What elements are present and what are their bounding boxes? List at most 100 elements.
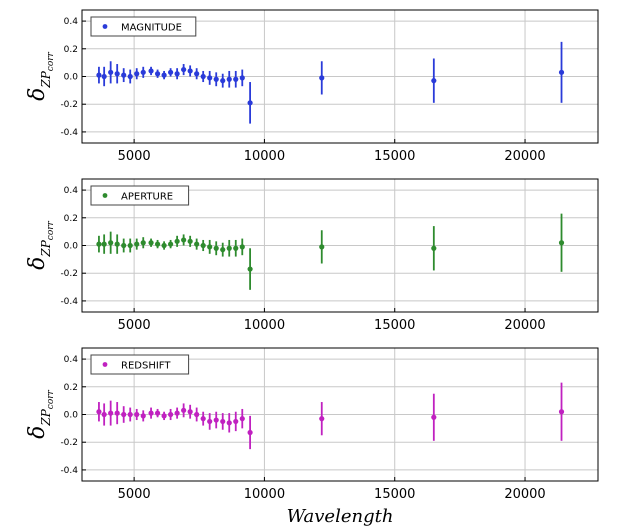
data-point [114,410,120,416]
legend-marker [102,362,108,367]
y-tick-label: -0.4 [60,128,78,138]
data-point [558,409,565,415]
data-point [101,73,107,80]
y-axis-label-main: δ [25,257,50,270]
data-point [148,410,154,416]
y-axis-label-sub: ZP [39,70,53,88]
data-point [127,73,133,80]
data-point [194,241,200,247]
data-point [194,411,200,418]
data-point [233,76,239,82]
x-tick-label: 10000 [244,149,285,164]
data-point [181,407,187,413]
data-point [187,409,193,415]
x-tick-label: 5000 [118,318,151,333]
data-point [200,242,206,249]
data-point [148,240,154,246]
x-tick-label: 5000 [118,487,151,502]
y-tick-label: 0.2 [64,45,78,55]
y-axis-label-subsub: corr [46,51,56,71]
x-tick-label: 15000 [374,149,415,164]
data-point [101,241,107,247]
data-point [239,416,245,422]
data-point [226,420,232,426]
data-point [200,416,206,422]
data-point [319,416,325,422]
legend-box [90,354,190,375]
data-point [114,241,120,247]
data-point [121,411,127,418]
data-point [239,244,245,250]
data-point [140,69,146,75]
y-axis-label-main: δ [25,426,50,439]
data-point [319,75,325,81]
data-point [154,71,161,77]
data-point [101,411,107,418]
data-point [174,238,180,244]
data-point [121,72,127,78]
y-tick-label: 0.2 [64,214,78,224]
data-point [96,72,102,78]
y-tick-label: -0.4 [60,466,78,476]
data-point [161,242,167,249]
data-point [108,69,114,75]
data-point [558,69,565,75]
data-point [233,418,239,425]
data-point [247,100,253,106]
legend-box [90,16,197,37]
data-point [168,69,174,75]
data-point [213,76,219,82]
data-point [154,410,161,416]
data-point [161,413,167,419]
y-axis-label-subsub: corr [46,220,56,240]
y-tick-label: -0.2 [60,269,78,279]
data-point [127,242,133,249]
data-point [114,71,120,77]
x-tick-label: 10000 [244,318,285,333]
data-point [121,242,127,249]
data-point [431,414,437,420]
y-axis-label-sub: ZP [39,239,53,257]
y-axis-label: δZPcorr [25,220,56,269]
data-point [220,418,226,425]
data-point [168,241,174,247]
data-point [247,429,253,436]
data-point [168,411,174,418]
data-point [154,241,161,247]
x-tick-label: 15000 [374,487,415,502]
data-point [239,75,245,81]
y-axis-label-subsub: corr [46,389,56,409]
data-point [207,75,213,81]
data-point [96,409,102,415]
data-point [127,411,133,418]
data-point [213,417,219,423]
data-point [226,76,232,82]
data-point [187,68,193,74]
y-axis-label: δZPcorr [25,51,56,100]
y-tick-label: 0.0 [64,411,79,421]
legend-label: APERTURE [121,192,173,203]
y-tick-label: 0.4 [64,186,79,196]
data-point [174,410,180,416]
y-axis-label-sub: ZP [39,408,53,426]
data-point [108,240,114,246]
data-point [96,241,102,247]
x-tick-label: 10000 [244,487,285,502]
data-point [174,71,180,77]
legend-label: REDSHIFT [121,361,171,372]
data-point [431,78,437,84]
data-point [140,240,146,246]
panel-1: 0.4 0.2 0.0 -0.2 -0.4 5000 10000 15000 20000 MAGN… [25,9,599,164]
y-axis-label-main: δ [25,88,50,101]
y-axis-label: δZPcorr [25,389,56,438]
panel-3: 0.4 0.2 0.0 -0.2 -0.4 5000 10000 15000 20000 REDS… [25,347,599,527]
panel-2: 0.4 0.2 0.0 -0.2 -0.4 5000 10000 15000 20000 APER… [25,178,599,333]
x-tick-label: 20000 [504,149,545,164]
data-point [226,245,232,251]
legend-label: MAGNITUDE [121,23,182,34]
data-point [181,237,187,243]
data-point [181,66,187,73]
data-point [134,71,140,77]
data-point [108,410,114,416]
